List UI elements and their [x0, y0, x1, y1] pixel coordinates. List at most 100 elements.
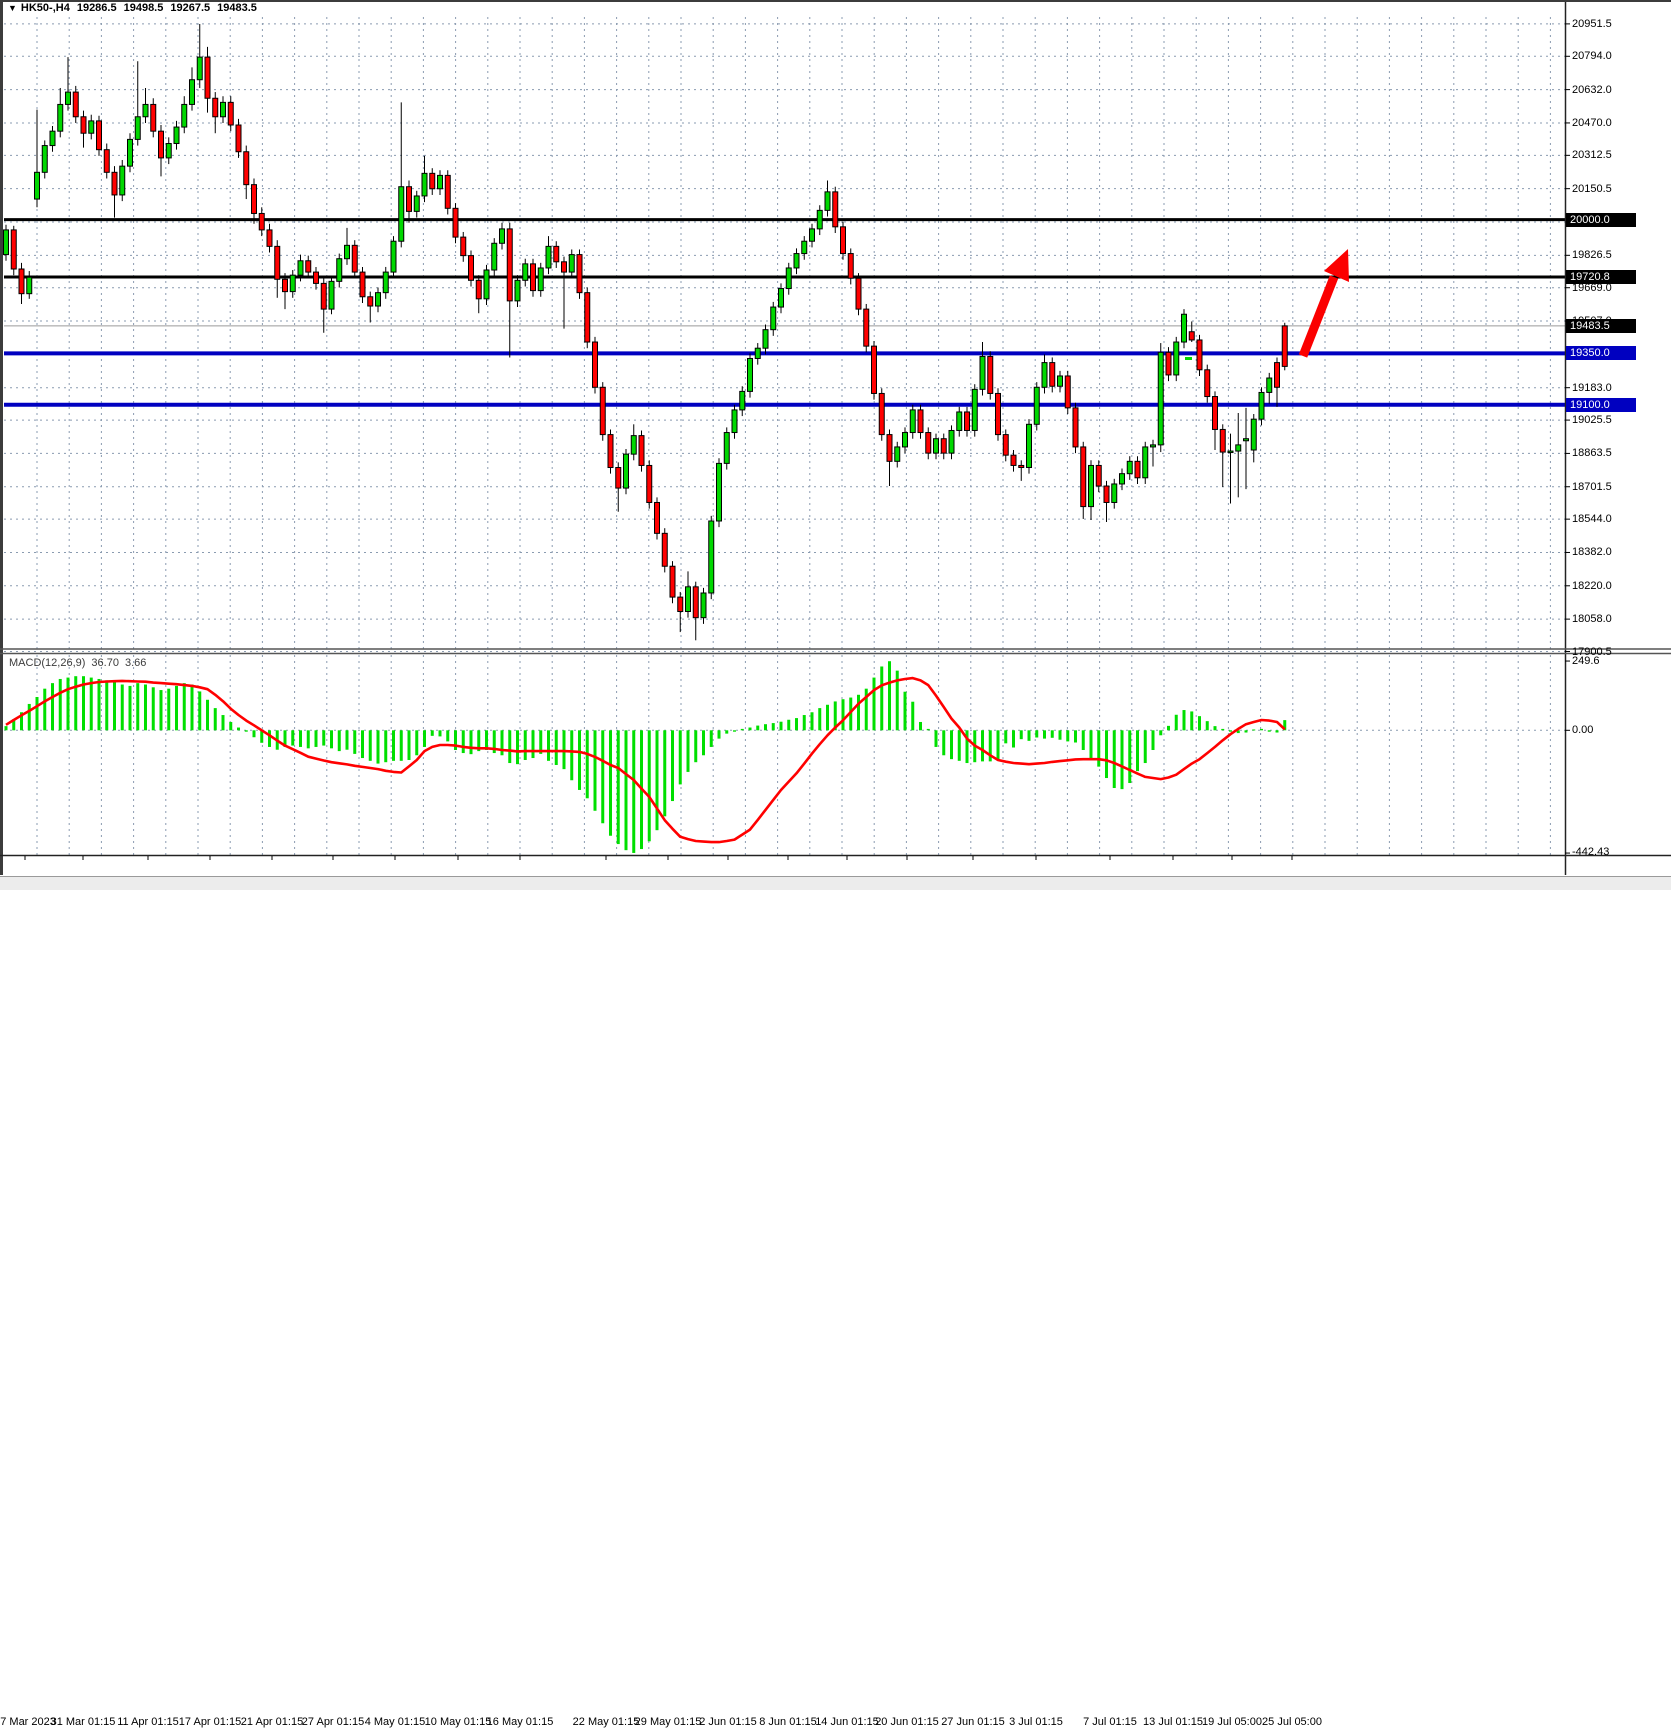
candle-body	[158, 130, 164, 159]
macd-histogram-bar	[1205, 721, 1209, 731]
macd-histogram-bar	[361, 730, 364, 759]
macd-histogram-bar	[624, 730, 628, 851]
candle-body	[669, 565, 676, 598]
macd-histogram-bar	[1190, 711, 1194, 731]
macd-histogram-bar	[35, 697, 39, 731]
candle-body	[437, 174, 443, 190]
macd-histogram-bar	[97, 678, 101, 731]
macd-histogram-bar	[748, 727, 752, 731]
macd-histogram-bar	[167, 688, 171, 731]
macd-histogram-bar	[717, 730, 721, 739]
candle-body	[359, 271, 366, 298]
time-axis-label: 16 May 01:15	[486, 1716, 554, 1728]
candle-body	[979, 355, 986, 390]
macd-histogram-bar	[1004, 730, 1008, 744]
candle-body	[731, 409, 738, 434]
candle-body	[576, 254, 583, 294]
macd-histogram-bar	[12, 719, 16, 731]
macd-histogram-bar	[221, 715, 225, 731]
macd-histogram-bar	[20, 712, 23, 731]
candle-body	[406, 186, 412, 212]
candle-body	[111, 171, 118, 196]
macd-histogram-bar	[190, 684, 194, 731]
symbol-dropdown-icon[interactable]: ▼	[8, 3, 17, 13]
candle-body	[1274, 362, 1280, 388]
candle-body	[251, 184, 257, 214]
candle-body	[1002, 434, 1009, 456]
candle-body	[96, 120, 102, 151]
macd-histogram-bar	[965, 730, 969, 764]
macd-histogram-bar	[539, 730, 543, 754]
macd-histogram-bar	[1213, 726, 1217, 731]
candle-body	[824, 191, 831, 211]
macd-histogram-bar	[66, 677, 70, 731]
macd-histogram-bar	[570, 730, 574, 781]
candle-body	[80, 116, 87, 134]
candle-body	[305, 260, 312, 273]
macd-histogram-bar	[516, 730, 519, 765]
candle-body	[615, 467, 622, 489]
candle-body	[545, 245, 552, 269]
macd-histogram-bar	[554, 730, 558, 765]
macd-histogram-bar	[593, 730, 597, 811]
candle-body	[189, 79, 195, 105]
macd-histogram-bar	[818, 708, 822, 731]
macd-histogram-bar	[1229, 730, 1232, 732]
macd-histogram-bar	[206, 699, 209, 731]
macd-signal-line	[5, 676, 1286, 844]
macd-histogram-bar	[1019, 730, 1023, 740]
candle-body	[150, 103, 157, 132]
candle-body	[654, 501, 660, 534]
candle-body	[716, 462, 722, 522]
chart-header: ▼ HK50-,H4 19286.5 19498.5 19267.5 19483.5	[8, 2, 264, 16]
macd-histogram-bar	[376, 730, 380, 764]
candle-body	[274, 245, 281, 280]
candle-body	[623, 453, 629, 489]
candle-body	[917, 409, 924, 434]
candle-body	[65, 91, 71, 105]
macd-histogram-bar	[384, 730, 388, 763]
macd-histogram-bar	[27, 703, 31, 731]
up-arrow-annotation	[1298, 275, 1339, 358]
macd-histogram-bar	[663, 730, 667, 817]
candle-body	[995, 392, 1001, 436]
macd-histogram-bar	[1097, 730, 1101, 767]
up-arrow-head	[1324, 249, 1349, 282]
macd-histogram-bar	[330, 730, 333, 749]
macd-histogram-bar	[128, 685, 132, 731]
candle-body	[514, 279, 521, 302]
macd-histogram-bar	[585, 730, 589, 799]
macd-histogram-bar	[213, 708, 217, 731]
candle-body	[49, 130, 56, 147]
candle-body	[506, 228, 513, 302]
candle-body	[1126, 460, 1133, 475]
macd-histogram-bar	[1159, 730, 1163, 736]
candle-body	[522, 263, 529, 281]
candle-body	[1049, 362, 1056, 387]
candle-body	[1181, 313, 1187, 343]
candle-body	[212, 97, 219, 118]
macd-histogram-bar	[43, 688, 47, 731]
time-axis[interactable]: 27 Mar 2023 31 Mar 01:15 11 Apr 01:15 17 Ap…	[0, 855, 1671, 1728]
candle-body	[685, 586, 691, 613]
candle-body	[1219, 428, 1226, 453]
candle-body	[793, 253, 800, 269]
macd-histogram-bar	[477, 730, 481, 752]
candle-body	[1173, 341, 1180, 376]
candle-body	[1165, 351, 1172, 376]
window-bottom-strip	[0, 876, 1671, 890]
macd-histogram-bar	[454, 730, 457, 751]
candle-body	[297, 260, 304, 276]
candle-body	[181, 103, 188, 128]
macd-histogram-bar	[647, 730, 651, 842]
candle-body	[871, 345, 877, 394]
macd-histogram-bar	[1035, 730, 1039, 738]
candlestick-chart-canvas[interactable]	[0, 0, 1671, 889]
macd-histogram-bar	[1120, 730, 1124, 790]
candle-body	[313, 271, 319, 284]
macd-histogram-bar	[756, 725, 760, 731]
candle-body	[778, 288, 784, 308]
macd-histogram-bar	[322, 730, 326, 746]
macd-histogram-bar	[89, 677, 93, 731]
